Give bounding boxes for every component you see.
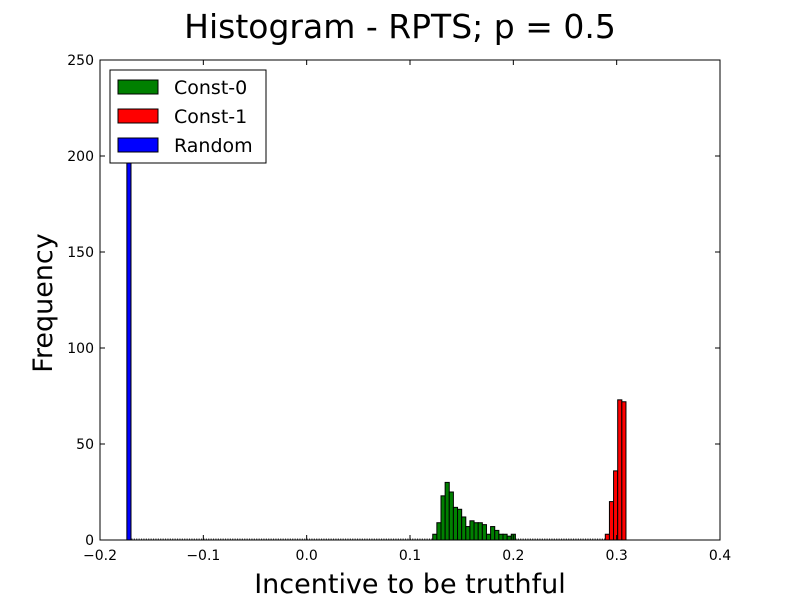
y-tick-label: 200 (67, 149, 94, 165)
x-tick-label: −0.2 (83, 548, 117, 564)
legend: Const-0 Const-1 Random (109, 69, 267, 164)
legend-label-const-0: Const-0 (174, 77, 247, 99)
x-tick-label: 0.4 (709, 548, 731, 564)
y-tick-label: 250 (67, 53, 94, 69)
bar-const-1-1 (608, 501, 615, 541)
bar-const-0-8 (465, 526, 471, 541)
x-tick-label: 0.1 (399, 548, 421, 564)
legend-label-random: Random (174, 135, 253, 157)
x-tick-label: 0.0 (296, 548, 318, 564)
bar-random-0 (126, 155, 132, 541)
legend-swatch-const-0 (117, 79, 159, 95)
y-tick-label: 100 (67, 341, 94, 357)
bar-const-1-0 (604, 533, 610, 541)
chart-title: Histogram - RPTS; p = 0.5 (184, 7, 616, 46)
legend-items: Const-0 Const-1 Random (117, 77, 253, 157)
bar-const-0-18 (506, 535, 512, 541)
bar-const-0-15 (494, 529, 500, 541)
bar-const-0-5 (452, 506, 459, 541)
x-tick-label: −0.1 (186, 548, 220, 564)
bar-const-1-3 (617, 399, 623, 541)
bar-const-0-16 (498, 533, 504, 541)
bar-const-0-6 (457, 508, 463, 541)
bar-const-1-2 (613, 470, 619, 541)
bar-const-0-13 (485, 533, 492, 541)
x-tick-label: 0.2 (502, 548, 524, 564)
legend-swatch-random (117, 137, 159, 153)
bar-const-0-2 (440, 495, 446, 541)
bar-const-0-11 (477, 522, 483, 541)
bar-const-0-14 (490, 526, 496, 541)
legend-label-const-1: Const-1 (174, 106, 247, 128)
legend-swatch-const-1 (117, 108, 159, 124)
plot-frame (99, 59, 721, 541)
y-axis-title: Frequency (28, 233, 59, 373)
bar-const-1-4 (621, 401, 627, 541)
bar-const-0-1 (436, 522, 442, 541)
x-tick-label: 0.3 (606, 548, 628, 564)
y-tick-label: 0 (85, 533, 94, 549)
bar-const-0-9 (469, 520, 475, 541)
y-tick-label: 150 (67, 245, 94, 261)
bar-const-0-0 (432, 533, 438, 541)
bar-const-0-4 (448, 491, 454, 541)
bar-const-0-12 (481, 524, 487, 541)
bar-const-0-10 (473, 522, 479, 541)
x-axis-title: Incentive to be truthful (254, 569, 566, 600)
bar-const-0-3 (444, 481, 450, 541)
bar-const-0-7 (461, 516, 467, 541)
ticks-layer: −0.2 −0.1 0.0 0.1 0.2 0.3 0.4 0 50 100 150 200 250 (67, 53, 731, 564)
bar-const-0-17 (502, 533, 508, 541)
y-tick-label: 50 (76, 437, 94, 453)
